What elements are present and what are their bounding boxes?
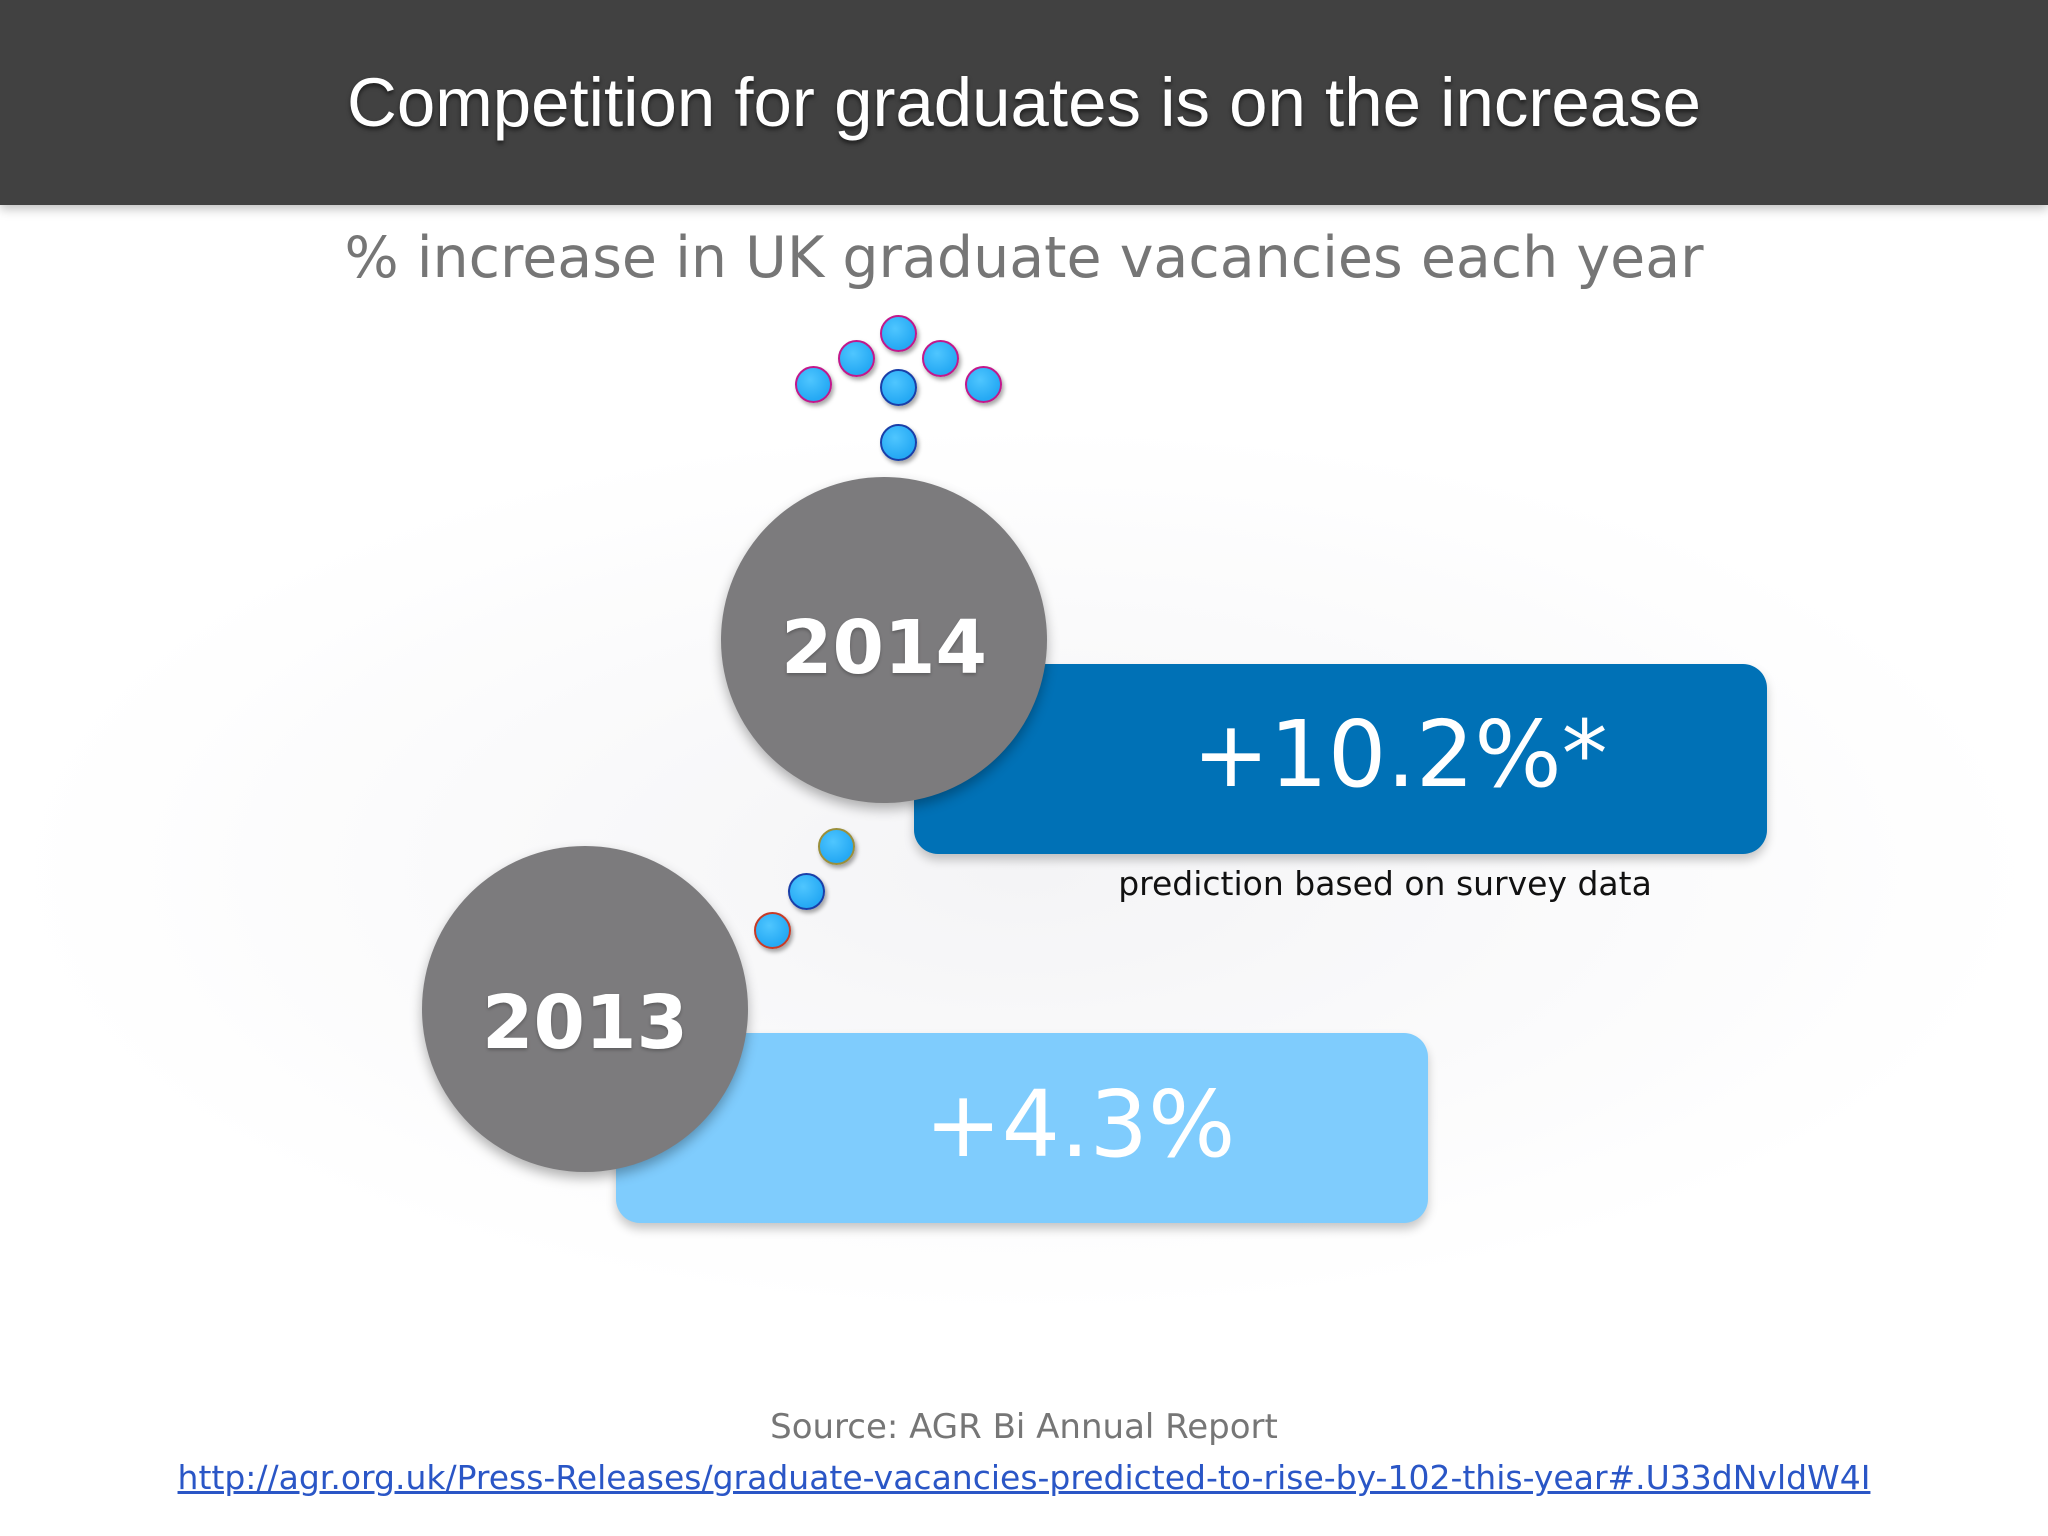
value-2013: +4.3% [924, 1071, 1236, 1178]
arrow-dot [965, 366, 1002, 403]
title-bar [0, 0, 2048, 205]
circle-2014 [721, 477, 1047, 803]
source-text: Source: AGR Bi Annual Report [770, 1407, 1278, 1447]
prediction-note: prediction based on survey data [1118, 864, 1652, 903]
bar-2014 [914, 664, 1767, 854]
value-2014: +10.2%* [1192, 701, 1608, 808]
arrow-dot [795, 366, 832, 403]
slide-title: Competition for graduates is on the incr… [347, 64, 1701, 141]
source-link[interactable]: http://agr.org.uk/Press-Releases/graduat… [177, 1458, 1871, 1497]
connector-dot [754, 912, 791, 949]
slide-subtitle: % increase in UK graduate vacancies each… [344, 225, 1704, 291]
arrow-dot [880, 424, 917, 461]
connector-dot [818, 828, 855, 865]
connector-dot [788, 873, 825, 910]
arrow-dot [838, 340, 875, 377]
circle-2013 [422, 846, 748, 1172]
year-2014-label: 2014 [781, 605, 987, 691]
arrow-dot [922, 340, 959, 377]
bar-2013 [616, 1033, 1428, 1223]
arrow-dot [880, 315, 917, 352]
year-2013-label: 2013 [482, 980, 688, 1066]
arrow-dot [880, 369, 917, 406]
